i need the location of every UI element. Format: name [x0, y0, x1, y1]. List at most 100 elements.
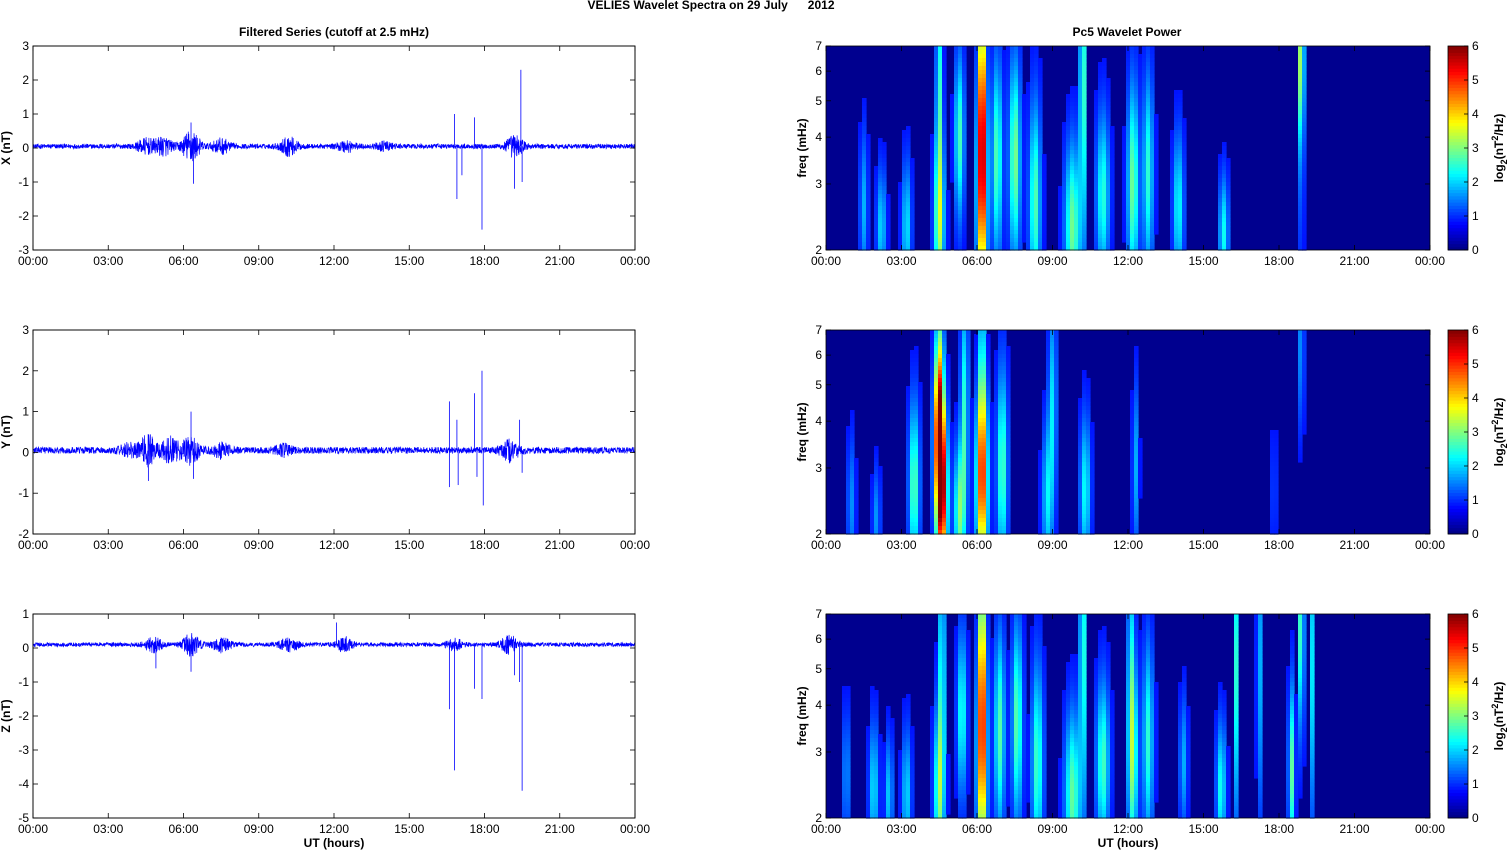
heatmap-cell — [970, 530, 975, 535]
heatmap-cell — [1298, 138, 1303, 143]
heatmap-cell — [938, 482, 943, 487]
heatmap-cell — [934, 506, 939, 511]
heatmap-cell — [1042, 202, 1047, 207]
heatmap-cell — [998, 230, 1003, 235]
heatmap-cell — [1098, 66, 1103, 71]
heatmap-cell — [1134, 466, 1139, 471]
heatmap-cell — [1178, 102, 1183, 107]
heatmap-cell — [1270, 526, 1275, 531]
heatmap-cell — [970, 398, 975, 403]
heatmap-cell — [1082, 82, 1087, 87]
heatmap-cell — [950, 434, 955, 439]
heatmap-cell — [1078, 422, 1083, 427]
heatmap-cell — [1130, 62, 1135, 67]
heatmap-cell — [906, 242, 911, 247]
colorbar-swatch — [1448, 74, 1468, 79]
heatmap-cell — [946, 222, 951, 227]
heatmap-cell — [998, 162, 1003, 167]
heatmap-cell — [910, 454, 915, 459]
heatmap-cell — [994, 178, 999, 183]
heatmap-cell — [994, 350, 999, 355]
heatmap-cell — [906, 470, 911, 475]
heatmap-cell — [1062, 170, 1067, 175]
heatmap-cell — [1142, 122, 1147, 127]
heatmap-cell — [1150, 66, 1155, 71]
heatmap-cell — [962, 366, 967, 371]
heatmap-cell — [1006, 58, 1011, 63]
heatmap-cell — [970, 470, 975, 475]
heatmap-cell — [1142, 130, 1147, 135]
heatmap-cell — [946, 430, 951, 435]
heatmap-cell — [1134, 126, 1139, 131]
heatmap-cell — [1134, 82, 1139, 87]
heatmap-cell — [1046, 486, 1051, 491]
heatmap-cell — [934, 230, 939, 235]
colorbar-tick-label: 6 — [1472, 39, 1479, 53]
heatmap-cell — [914, 426, 919, 431]
heatmap-cell — [1038, 86, 1043, 91]
heatmap-cell — [1150, 194, 1155, 199]
heatmap-cell — [1122, 126, 1127, 131]
heatmap-cell — [1074, 202, 1079, 207]
heatmap-cell — [1098, 82, 1103, 87]
heatmap-cell — [1138, 126, 1143, 131]
heatmap-cell — [982, 186, 987, 191]
heatmap-cell — [1038, 210, 1043, 215]
xtick-label: 06:00 — [962, 254, 992, 268]
heatmap-cell — [930, 238, 935, 243]
heatmap-cell — [1298, 350, 1303, 355]
heatmap-cell — [1078, 514, 1083, 519]
heatmap-cell — [994, 474, 999, 479]
heatmap-cell — [1150, 158, 1155, 163]
colorbar-swatch — [1448, 432, 1468, 436]
heatmap-cell — [882, 198, 887, 203]
heatmap-cell — [1298, 158, 1303, 163]
heatmap-cell — [982, 210, 987, 215]
heatmap-cell — [1002, 394, 1007, 399]
heatmap-cell — [1106, 142, 1111, 147]
heatmap-cell — [934, 502, 939, 507]
heatmap-cell — [1066, 98, 1071, 103]
heatmap-cell — [994, 494, 999, 499]
heatmap-cell — [1066, 242, 1071, 247]
heatmap-cell — [1134, 202, 1139, 207]
heatmap-cell — [962, 502, 967, 507]
heatmap-cell — [854, 478, 859, 483]
heatmap-cell — [974, 138, 979, 143]
heatmap-cell — [1226, 182, 1231, 187]
heatmap-cell — [946, 462, 951, 467]
heatmap-cell — [902, 230, 907, 235]
heatmap-cell — [1066, 190, 1071, 195]
heatmap-cell — [866, 234, 871, 239]
colorbar-swatch — [1448, 151, 1468, 155]
heatmap-cell — [878, 478, 883, 483]
heatmap-cell — [1046, 482, 1051, 487]
heatmap-cell — [998, 66, 1003, 71]
heatmap-cell — [1050, 370, 1055, 375]
heatmap-cell — [1182, 118, 1187, 123]
heatmap-cell — [1134, 438, 1139, 443]
heatmap-cell — [1078, 526, 1083, 531]
heatmap-cell — [1002, 450, 1007, 455]
heatmap-cell — [974, 134, 979, 139]
heatmap-cell — [1182, 222, 1187, 227]
heatmap-cell — [1094, 122, 1099, 127]
heatmap-cell — [1102, 222, 1107, 227]
heatmap-cell — [966, 450, 971, 455]
heatmap-cell — [1126, 74, 1131, 79]
heatmap-cell — [846, 502, 851, 507]
heatmap-cell — [874, 514, 879, 519]
heatmap-cell — [934, 50, 939, 55]
heatmap-cell — [1302, 214, 1307, 219]
heatmap-cell — [1182, 130, 1187, 135]
heatmap-cell — [1022, 198, 1027, 203]
heatmap-cell — [994, 122, 999, 127]
heatmap-cell — [1090, 474, 1095, 479]
heatmap-cell — [934, 102, 939, 107]
heatmap-cell — [842, 686, 847, 691]
heatmap-cell — [994, 490, 999, 495]
heatmap-cell — [1066, 218, 1071, 223]
heatmap-cell — [998, 102, 1003, 107]
heatmap-cell — [1062, 186, 1067, 191]
heatmap-cell — [854, 466, 859, 471]
